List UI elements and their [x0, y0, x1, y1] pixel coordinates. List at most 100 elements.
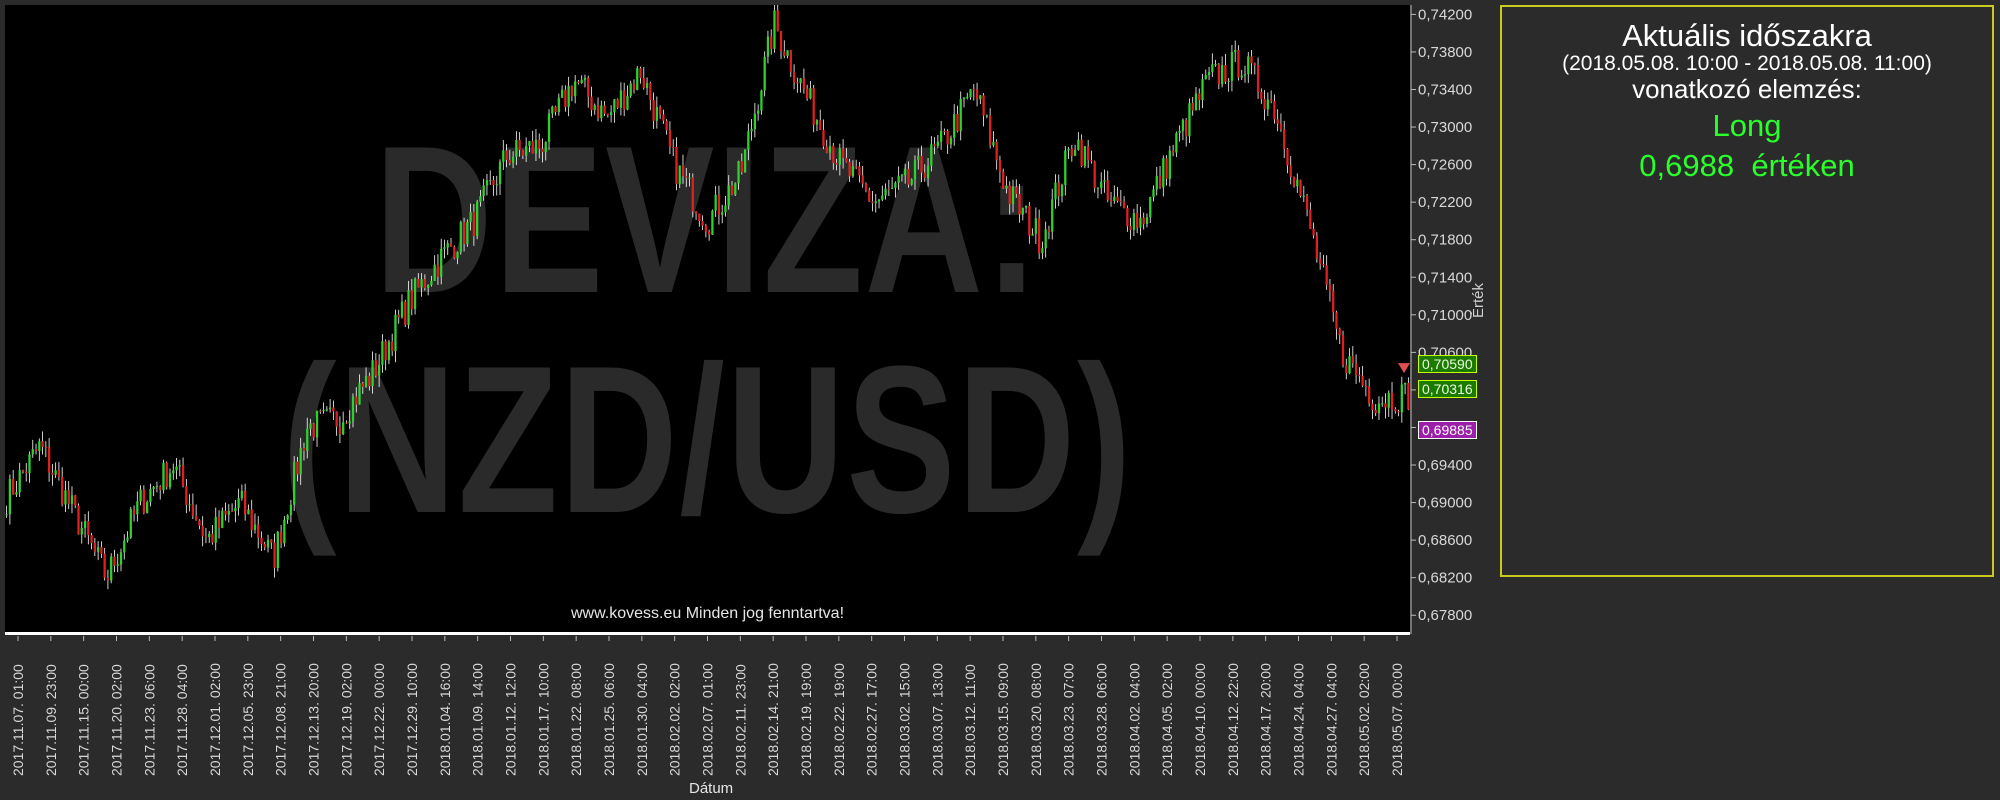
candle-body — [822, 129, 825, 147]
candle-body — [926, 165, 930, 179]
candle-body — [596, 105, 600, 119]
panel-subtitle: vonatkozó elemzés: — [1632, 74, 1862, 104]
x-tick-label: 2018.03.23. 07:00 — [1061, 663, 1077, 776]
candle-body — [982, 95, 985, 116]
candle-body — [1096, 187, 1100, 189]
candle-body — [1207, 72, 1211, 76]
candle-body — [554, 106, 557, 113]
candle-body — [874, 201, 877, 204]
candle-body — [1279, 123, 1283, 130]
candle-body — [1191, 103, 1194, 111]
candle-body — [796, 82, 799, 84]
candle-body — [998, 160, 1002, 172]
candle-body — [757, 110, 760, 114]
candle-body — [87, 521, 90, 536]
candle-body — [159, 486, 162, 491]
candle-body — [1158, 175, 1162, 188]
candle-body — [8, 478, 12, 515]
candle-body — [132, 509, 136, 515]
candle-body — [966, 97, 969, 99]
candle-body — [1100, 181, 1103, 188]
candle-body — [1122, 201, 1126, 209]
candle-body — [482, 185, 485, 197]
candle-body — [453, 246, 456, 259]
candle-body — [237, 498, 240, 508]
candle-body — [623, 90, 626, 110]
candle-body — [701, 220, 704, 226]
y-tick-label: 0,73000 — [1418, 119, 1472, 136]
candle-body — [489, 180, 492, 182]
candle-body — [319, 410, 322, 412]
candle-body — [770, 36, 773, 49]
candle-body — [551, 106, 554, 114]
candle-body — [799, 78, 802, 84]
candle-body — [1201, 79, 1204, 101]
candle-body — [1211, 64, 1214, 73]
candle-body — [116, 564, 119, 566]
candle-body — [1224, 65, 1227, 82]
candle-body — [1129, 226, 1132, 230]
candle-body — [1024, 205, 1028, 208]
candle-body — [456, 252, 459, 259]
candle-body — [139, 489, 142, 502]
candle-body — [204, 536, 208, 538]
candle-body — [391, 341, 394, 352]
candle-body — [1299, 179, 1302, 196]
candle-body — [38, 441, 41, 451]
y-tick-label: 0,73400 — [1418, 81, 1472, 98]
price-badge-low: 0,69885 — [1418, 421, 1477, 439]
panel-value-suffix: értéken — [1751, 148, 1855, 183]
x-tick-label: 2018.05.02. 02:00 — [1356, 663, 1372, 776]
candle-body — [433, 264, 436, 281]
candle-body — [1273, 101, 1276, 120]
candle-body — [570, 85, 574, 97]
candle-body — [123, 540, 126, 553]
candle-body — [1067, 148, 1070, 151]
y-tick-label: 0,73800 — [1418, 44, 1472, 61]
candle-body — [1132, 213, 1136, 230]
candle-body — [377, 364, 381, 376]
candle-body — [1142, 217, 1145, 224]
candle-body — [136, 501, 139, 515]
candle-body — [67, 490, 70, 504]
candle-body — [665, 120, 668, 131]
candle-body — [1368, 386, 1371, 404]
candle-body — [515, 139, 518, 157]
candle-body — [476, 201, 479, 237]
candle-body — [286, 515, 289, 520]
candle-body — [629, 83, 632, 97]
y-tick-label: 0,71800 — [1418, 232, 1472, 249]
candle-body — [270, 539, 273, 543]
candle-body — [632, 83, 636, 91]
candle-body — [198, 520, 201, 526]
candle-body — [240, 490, 244, 499]
candle-body — [1047, 229, 1051, 232]
candle-body — [100, 547, 103, 554]
candle-body — [1005, 185, 1008, 189]
candle-body — [923, 172, 926, 179]
candle-body — [832, 145, 835, 163]
candle-body — [472, 211, 476, 237]
candle-body — [887, 188, 890, 190]
candle-body — [750, 129, 753, 132]
candle-body — [1175, 133, 1178, 153]
candle-body — [283, 519, 286, 544]
candle-body — [31, 449, 34, 455]
candle-body — [18, 470, 21, 493]
candle-body — [172, 470, 175, 474]
candle-body — [83, 521, 87, 529]
candle-body — [1312, 228, 1315, 236]
candle-body — [1034, 218, 1038, 234]
candle-body — [1136, 213, 1139, 228]
candle-body — [1145, 217, 1149, 224]
candle-body — [848, 161, 851, 177]
x-tick-label: 2017.12.19. 02:00 — [338, 663, 354, 776]
candle-body — [322, 409, 325, 412]
candle-body — [1126, 208, 1129, 227]
candle-body — [1286, 148, 1289, 166]
candle-body — [675, 146, 678, 185]
candle-body — [851, 166, 855, 177]
candle-body — [5, 514, 8, 516]
candle-body — [351, 396, 355, 422]
candle-body — [747, 131, 750, 150]
